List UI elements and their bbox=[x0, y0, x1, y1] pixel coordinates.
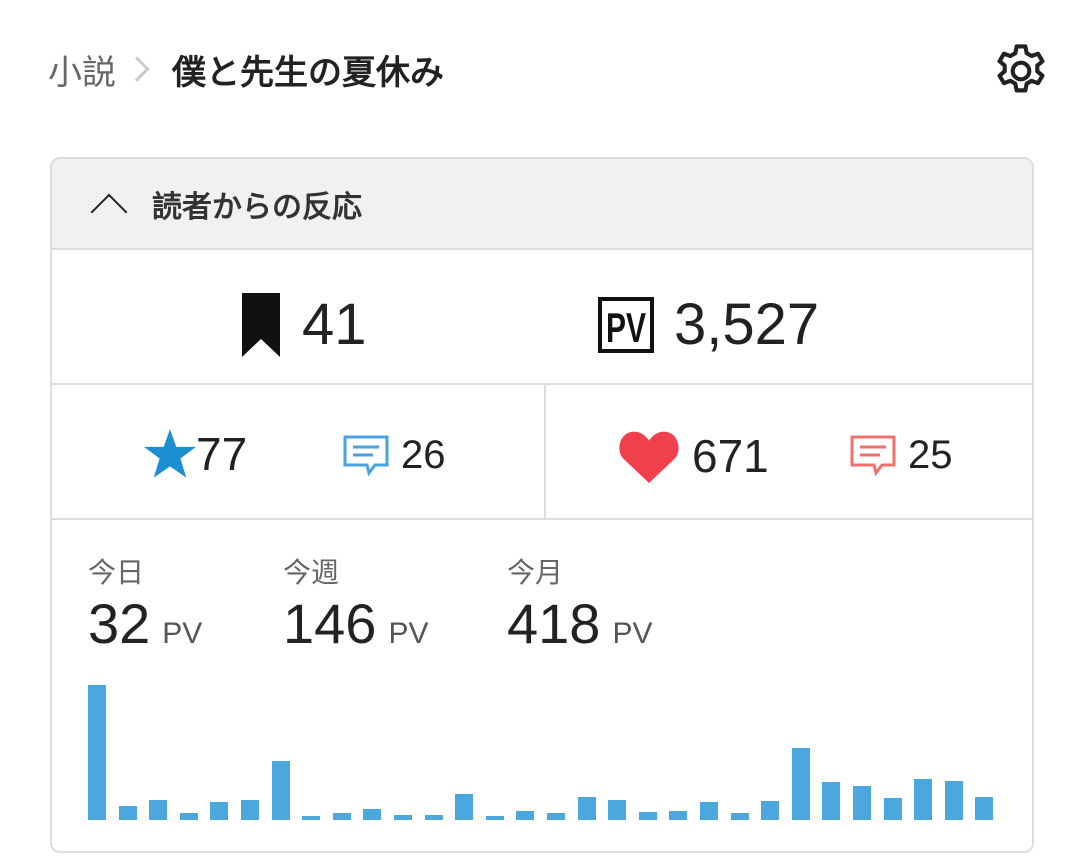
heart-icon bbox=[619, 431, 679, 483]
chevron-right-icon bbox=[124, 56, 150, 82]
chart-bar bbox=[394, 815, 412, 820]
divider bbox=[52, 518, 1032, 520]
chart-bar bbox=[608, 800, 627, 820]
chart-bar bbox=[485, 816, 504, 820]
chart-bar bbox=[88, 685, 106, 820]
page-title: 僕と先生の夏休み bbox=[172, 52, 444, 93]
panel-title: 読者からの反応 bbox=[152, 189, 362, 225]
divider bbox=[52, 383, 1032, 385]
heart-count: 671 bbox=[618, 429, 769, 483]
chart-bar bbox=[822, 782, 841, 820]
svg-text:PV: PV bbox=[606, 304, 646, 351]
comment-icon bbox=[850, 435, 896, 476]
chart-bar bbox=[883, 798, 902, 820]
chart-bar bbox=[577, 797, 596, 820]
chart-bar bbox=[516, 811, 535, 820]
comment-icon bbox=[343, 435, 389, 476]
chart-bar bbox=[118, 806, 137, 820]
chart-bar bbox=[363, 809, 382, 820]
pv-bar-chart bbox=[88, 659, 1008, 820]
panel-header-toggle[interactable]: 読者からの反応 bbox=[52, 159, 1032, 250]
chart-bar bbox=[914, 779, 933, 820]
period-week: 今週 146 PV bbox=[283, 556, 429, 655]
breadcrumb-parent-link[interactable]: 小説 bbox=[48, 52, 116, 93]
divider bbox=[544, 385, 546, 520]
chart-bar bbox=[302, 816, 321, 820]
bookmark-icon bbox=[242, 292, 280, 357]
chart-bar bbox=[638, 812, 657, 820]
chart-bar bbox=[791, 748, 810, 820]
chart-bar bbox=[853, 786, 871, 820]
chart-bar bbox=[271, 761, 290, 820]
period-today: 今日 32 PV bbox=[88, 556, 203, 655]
gear-icon[interactable] bbox=[990, 40, 1052, 102]
pv-count: PV 3,527 bbox=[598, 291, 819, 358]
chart-bar bbox=[944, 781, 963, 820]
chevron-up-icon bbox=[90, 193, 128, 230]
chart-bar bbox=[179, 813, 198, 820]
chart-bar bbox=[332, 813, 351, 820]
chart-bar bbox=[669, 811, 688, 820]
heart-comment-count[interactable]: 25 bbox=[850, 433, 953, 478]
chart-bar bbox=[424, 815, 443, 820]
chart-bar bbox=[730, 813, 749, 820]
pv-icon: PV bbox=[598, 296, 654, 353]
period-month: 今月 418 PV bbox=[507, 556, 653, 655]
chart-bar bbox=[241, 800, 259, 820]
chart-bar bbox=[455, 794, 474, 820]
bookmark-count: 41 bbox=[242, 291, 367, 358]
chart-bar bbox=[700, 802, 718, 820]
star-icon bbox=[144, 429, 196, 478]
chart-bar bbox=[210, 802, 229, 820]
breadcrumb: 小説 僕と先生の夏休み bbox=[48, 44, 444, 94]
star-comment-count[interactable]: 26 bbox=[343, 433, 446, 478]
chart-bar bbox=[149, 800, 168, 820]
chart-bar bbox=[761, 801, 780, 820]
reader-reactions-panel: 読者からの反応 41 PV 3,527 77 26 671 25 今日 32 PV… bbox=[50, 157, 1034, 853]
chart-bar bbox=[547, 813, 565, 820]
star-count: 77 bbox=[144, 427, 247, 481]
chart-bar bbox=[975, 797, 994, 820]
